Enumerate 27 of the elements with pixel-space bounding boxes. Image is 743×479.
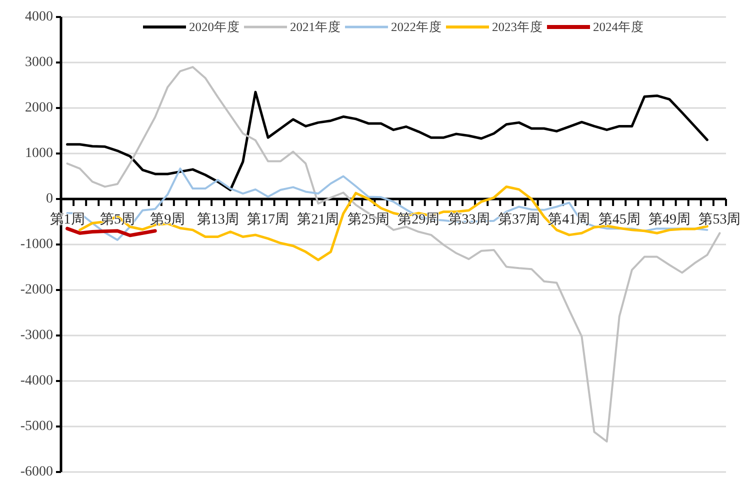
- x-tick-label: 第41周: [548, 212, 590, 228]
- legend-label: 2023年度: [492, 20, 543, 34]
- x-tick-label: 第17周: [247, 212, 290, 228]
- x-tick-label: 第25周: [347, 212, 390, 228]
- y-tick-label: 1000: [25, 146, 53, 161]
- legend-label: 2020年度: [189, 20, 240, 34]
- y-tick-label: 0: [46, 192, 53, 206]
- x-tick-label: 第53周: [698, 212, 741, 228]
- y-tick-label: -6000: [20, 464, 53, 479]
- legend-label: 2021年度: [290, 20, 341, 34]
- y-tick-label: 2000: [25, 100, 53, 116]
- y-tick-label: 4000: [25, 10, 53, 24]
- x-tick-label: 第45周: [598, 212, 640, 228]
- y-tick-label: -4000: [20, 374, 53, 388]
- x-tick-label: 第49周: [648, 212, 691, 228]
- y-tick-label: -2000: [20, 282, 53, 298]
- x-tick-label: 第13周: [196, 212, 239, 228]
- x-tick-label: 第33周: [448, 212, 490, 228]
- x-tick-label: 第29周: [398, 212, 440, 228]
- y-tick-label: -3000: [20, 328, 53, 343]
- x-tick-label: 第21周: [297, 212, 340, 228]
- y-tick-label: -1000: [20, 237, 53, 252]
- x-tick-label: 第37周: [498, 212, 540, 228]
- y-tick-label: -5000: [20, 419, 53, 434]
- legend-label: 2024年度: [593, 20, 644, 34]
- legend-label: 2022年度: [391, 20, 442, 34]
- y-tick-label: 3000: [25, 55, 53, 70]
